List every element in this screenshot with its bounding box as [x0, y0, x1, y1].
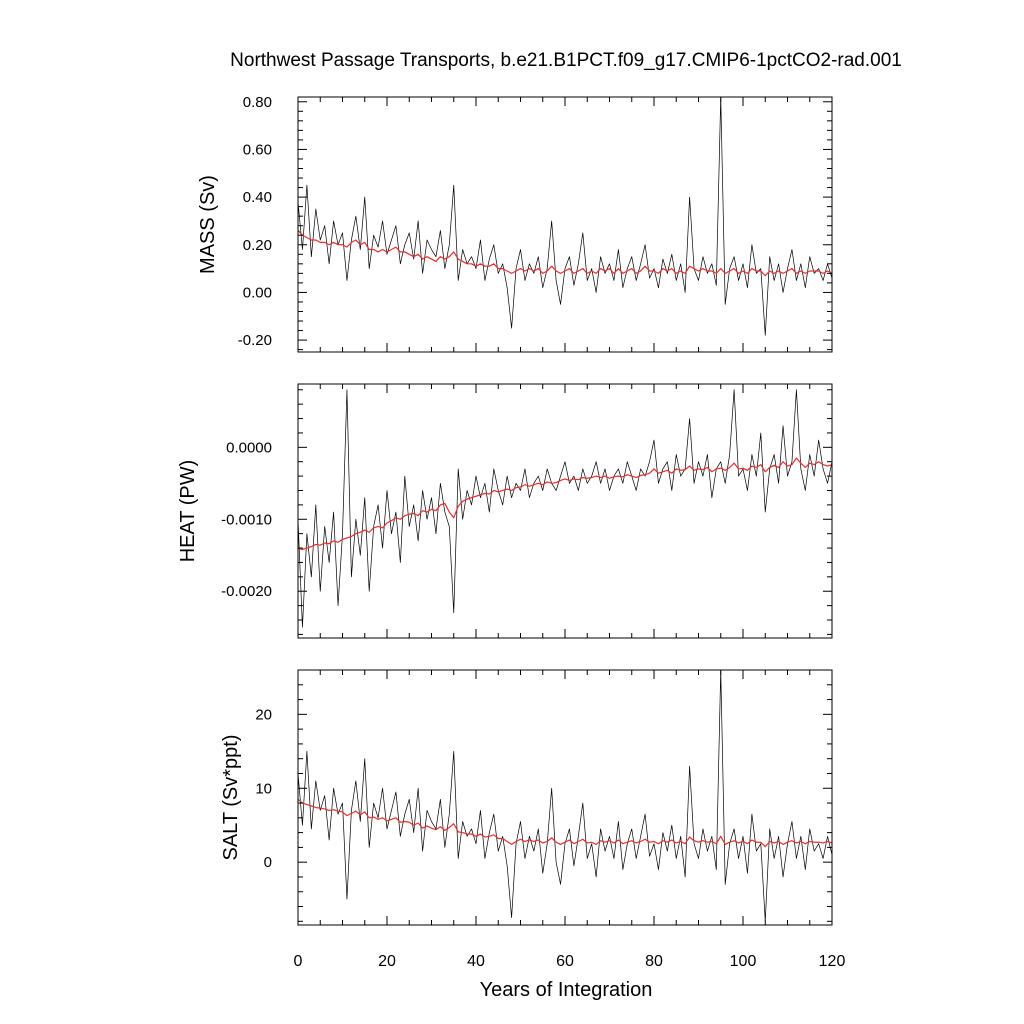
- y-tick-label: 0.80: [243, 94, 272, 111]
- x-tick-label: 0: [294, 953, 303, 970]
- y-tick-label: 0: [264, 854, 272, 871]
- y-tick-label: -0.20: [238, 332, 272, 349]
- y-tick-label: 0.40: [243, 189, 272, 206]
- plot-frame: [297, 383, 833, 639]
- series-line-raw: [297, 389, 833, 628]
- plot-frame: [297, 669, 833, 926]
- y-tick-label: -0.0010: [221, 511, 272, 528]
- x-tick-label: 100: [730, 953, 757, 970]
- x-tick-label: 40: [467, 953, 485, 970]
- y-tick-label: 0.20: [243, 237, 272, 254]
- x-tick-label: 80: [645, 953, 663, 970]
- y-tick-label: 0.0000: [226, 439, 272, 456]
- y-axis-label: SALT (Sv*ppt): [220, 735, 242, 861]
- y-tick-label: 0.60: [243, 141, 272, 158]
- x-axis-label: Years of Integration: [480, 979, 653, 1001]
- y-axis-label: HEAT (PW): [177, 460, 199, 563]
- y-tick-label: 10: [255, 780, 272, 797]
- plot-frame: [297, 96, 833, 353]
- y-tick-label: -0.0020: [221, 583, 272, 600]
- series-line-smoothed: [297, 230, 833, 277]
- panel-2: -0.0020 -0.0010 0.0000 HEAT (PW): [177, 383, 833, 639]
- chart-title: Northwest Passage Transports, b.e21.B1PC…: [230, 50, 902, 71]
- x-tick-label: 120: [819, 953, 846, 970]
- x-tick-label: 20: [378, 953, 396, 970]
- x-tick-label: 60: [556, 953, 574, 970]
- panels-layer: -0.20 0.00 0.20 0.40 0.60 0.80 MASS (Sv) -0.002…: [177, 94, 845, 970]
- y-axis-label: MASS (Sv): [197, 175, 219, 274]
- series-line-raw: [297, 96, 833, 336]
- panel-3: 0 10 20 SALT (Sv*ppt): [220, 669, 833, 926]
- series-line-raw: [297, 669, 833, 922]
- y-tick-label: 20: [255, 706, 272, 723]
- series-line-smoothed: [297, 457, 833, 551]
- panel-1: -0.20 0.00 0.20 0.40 0.60 0.80 MASS (Sv): [197, 94, 833, 353]
- series-line-smoothed: [297, 798, 833, 848]
- y-tick-label: 0.00: [243, 284, 272, 301]
